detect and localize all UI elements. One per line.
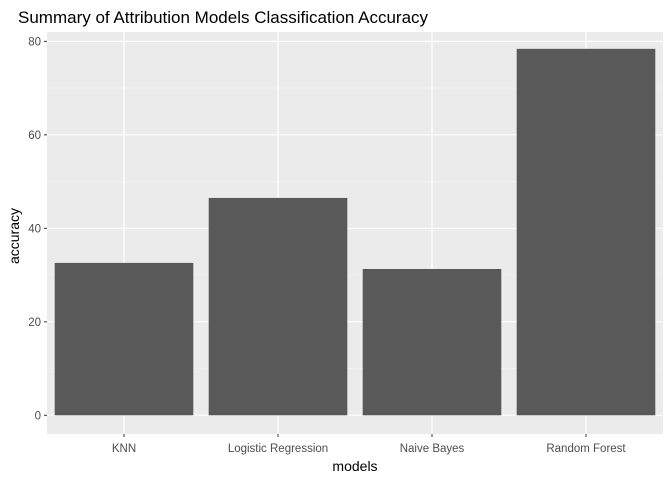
y-axis: 0 20 40 60 80	[28, 36, 47, 422]
y-tick-label: 80	[28, 36, 41, 48]
x-axis: KNN Logistic Regression Naive Bayes Random …	[112, 434, 626, 455]
bar-logistic-regression	[208, 197, 348, 416]
y-tick-label: 60	[28, 130, 41, 142]
x-tick-label: Random Forest	[546, 443, 626, 455]
chart-title: Summary of Attribution Models Classifica…	[18, 8, 429, 27]
bar-naive-bayes	[362, 268, 502, 416]
x-tick-label: KNN	[112, 443, 136, 455]
x-tick-label: Naive Bayes	[400, 443, 465, 455]
y-axis-title: accuracy	[6, 208, 22, 264]
x-tick-label: Logistic Regression	[228, 443, 328, 455]
y-tick-label: 40	[28, 223, 41, 235]
x-axis-title: models	[332, 458, 377, 474]
y-tick-label: 0	[35, 410, 41, 422]
y-tick-label: 20	[28, 317, 41, 329]
bars	[54, 48, 656, 416]
bar-knn	[54, 262, 194, 416]
bar-random-forest	[516, 48, 656, 416]
